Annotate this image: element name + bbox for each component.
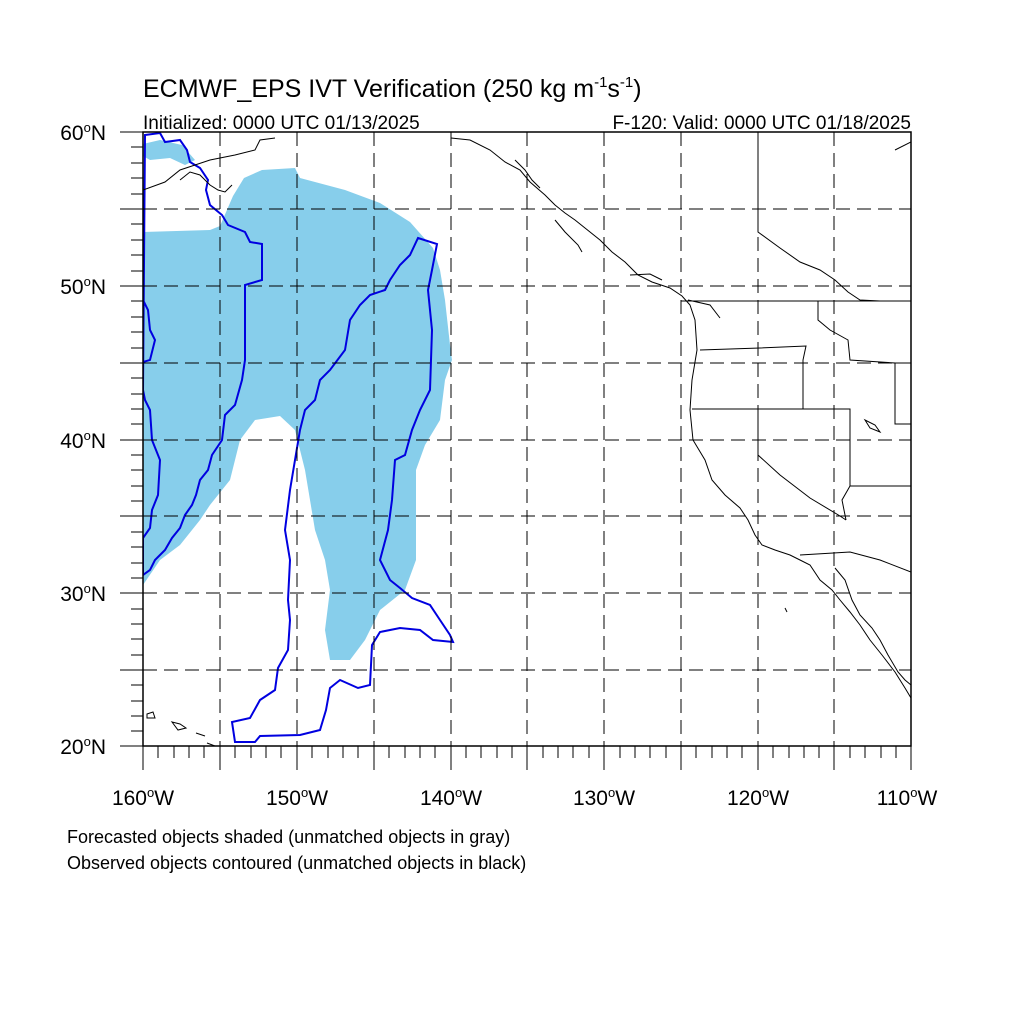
valid-time-label: F-120: Valid: 0000 UTC 01/18/2025 <box>612 113 911 134</box>
lat-label-50: 50oN <box>60 274 106 299</box>
axis-ticks <box>120 131 912 770</box>
lat-label-20: 20oN <box>60 734 106 759</box>
lat-label-30: 30oN <box>60 581 106 606</box>
coastlines <box>143 137 911 746</box>
figure-title: ECMWF_EPS IVT Verification (250 kg m-1s-… <box>143 74 642 103</box>
lon-label-150: 150oW <box>266 785 328 810</box>
observed-ivt-contour-central <box>230 236 455 743</box>
lat-lon-grid <box>143 132 911 746</box>
lon-label-130: 130oW <box>573 785 635 810</box>
lat-label-40: 40oN <box>60 428 106 453</box>
forecast-legend-note: Forecasted objects shaded (unmatched obj… <box>67 827 510 847</box>
lon-label-140: 140oW <box>420 785 482 810</box>
observed-ivt-contour-west <box>143 132 263 577</box>
map-area <box>143 132 911 746</box>
forecast-ivt-object-north <box>143 140 195 165</box>
lon-label-120: 120oW <box>727 785 789 810</box>
initialized-label: Initialized: 0000 UTC 01/13/2025 <box>143 113 420 134</box>
political-boundaries <box>681 132 911 573</box>
lon-label-160: 160oW <box>112 785 174 810</box>
longitude-labels: 160oW 150oW 140oW 130oW 120oW 110oW <box>112 785 938 810</box>
lon-label-110: 110oW <box>877 785 938 810</box>
lat-label-60: 60oN <box>60 120 106 145</box>
latitude-labels: 60oN 50oN 40oN 30oN 20oN <box>60 120 106 759</box>
observed-legend-note: Observed objects contoured (unmatched ob… <box>67 853 526 873</box>
